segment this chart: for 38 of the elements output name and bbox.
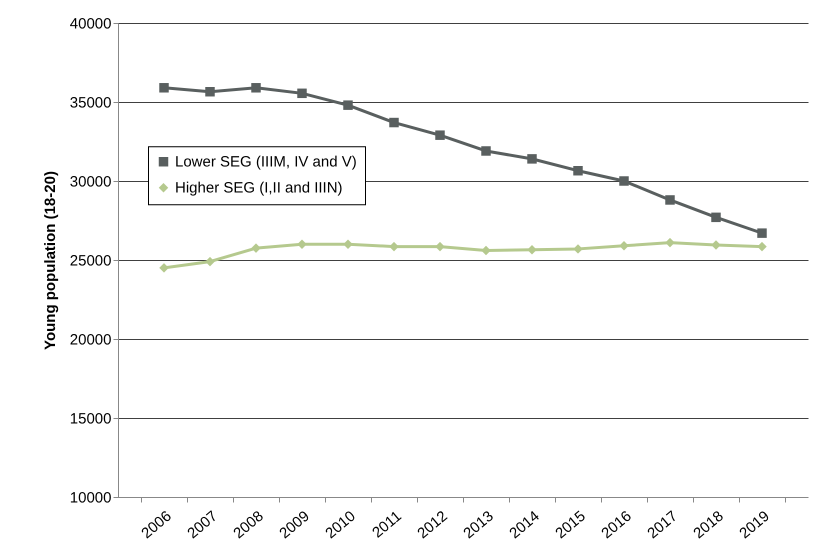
point <box>205 86 215 96</box>
y-tick-label: 35000 <box>70 94 112 112</box>
point <box>389 118 399 128</box>
point <box>665 238 675 248</box>
point <box>527 154 537 164</box>
point <box>251 243 261 253</box>
point <box>481 146 491 156</box>
point <box>573 244 583 254</box>
point <box>343 100 353 110</box>
point <box>757 228 767 238</box>
point <box>251 83 261 93</box>
point <box>435 242 445 252</box>
y-tick-label: 40000 <box>70 16 112 32</box>
point <box>481 246 491 256</box>
point <box>619 176 629 186</box>
point <box>619 241 629 251</box>
point <box>343 239 353 249</box>
point <box>159 263 169 273</box>
point <box>711 240 721 250</box>
point <box>665 195 675 205</box>
y-tick-label: 15000 <box>70 410 112 428</box>
point <box>573 166 583 176</box>
point <box>527 244 537 254</box>
y-tick-label: 20000 <box>70 332 112 348</box>
y-tick-label: 10000 <box>70 490 112 506</box>
point <box>757 242 767 252</box>
y-tick-label: 25000 <box>70 252 112 270</box>
point <box>297 239 307 249</box>
legend-label: Lower SEG (IIIM, IV and V) <box>175 154 357 171</box>
point <box>711 212 721 222</box>
point <box>205 256 215 266</box>
y-axis-title: Young population (18-20) <box>42 171 59 350</box>
point <box>435 130 445 140</box>
legend-label: Higher SEG (I,II and IIIN) <box>175 180 343 197</box>
point <box>297 88 307 98</box>
point <box>159 83 169 93</box>
point <box>389 242 399 252</box>
y-tick-label: 30000 <box>70 174 112 190</box>
